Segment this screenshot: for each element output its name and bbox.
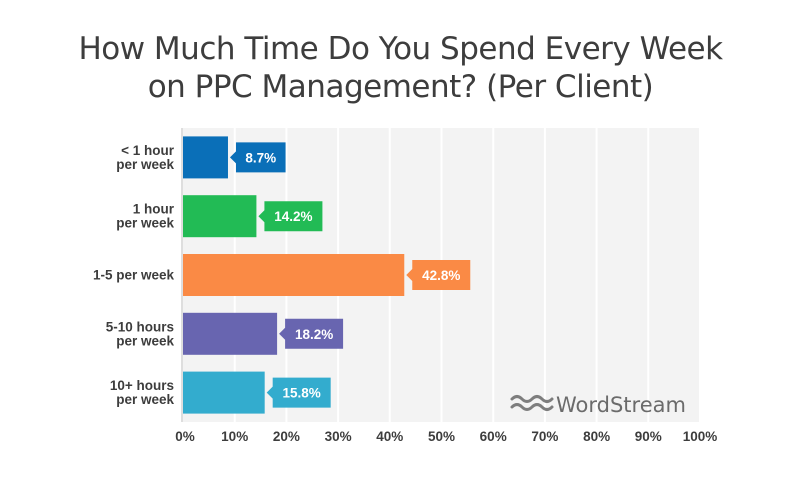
- bar: [183, 371, 265, 414]
- chart-title: How Much Time Do You Spend Every Week on…: [0, 30, 801, 106]
- data-label-callout: [279, 318, 344, 349]
- data-label-callout: [258, 201, 323, 232]
- chart-title-line-1: How Much Time Do You Spend Every Week: [78, 31, 723, 67]
- wordstream-logo: WordStream: [510, 393, 686, 417]
- x-tick-label: 0%: [175, 429, 195, 444]
- category-label: 10+ hours per week: [110, 378, 175, 407]
- category-labels: < 1 hour per week 1 hour per week 1-5 per we…: [93, 143, 175, 407]
- x-tick-label: 10%: [221, 429, 248, 444]
- bar: [183, 195, 257, 238]
- x-tick-label: 90%: [635, 429, 662, 444]
- category-label: 5-10 hours per week: [106, 319, 175, 348]
- data-label: 15.8%: [283, 386, 321, 401]
- x-tick-label: 80%: [583, 429, 610, 444]
- x-tick-label: 50%: [428, 429, 455, 444]
- bars: 8.7% 14.2% 42.8% 18.2% 15.8%: [183, 136, 471, 414]
- data-label-callout: [266, 377, 331, 408]
- data-label: 8.7%: [245, 150, 276, 165]
- category-label: 1 hour per week: [116, 202, 175, 231]
- x-tick-label: 20%: [273, 429, 300, 444]
- x-tick-label: 30%: [325, 429, 352, 444]
- data-label-callout: [229, 142, 286, 173]
- chart-title-line-2: on PPC Management? (Per Client): [147, 69, 654, 105]
- category-label: < 1 hour per week: [116, 143, 175, 172]
- logo-text: WordStream: [556, 393, 686, 417]
- category-label: 1-5 per week: [93, 268, 175, 283]
- bar: [183, 254, 405, 296]
- tick-labels: 0% 10% 20% 30% 40% 50% 60% 70% 80% 90% 100%: [175, 429, 717, 444]
- data-label-callout: [406, 260, 471, 290]
- x-tick-label: 70%: [531, 429, 558, 444]
- x-tick-label: 100%: [683, 429, 718, 444]
- wave-icon: [510, 395, 554, 411]
- bar: [183, 312, 278, 355]
- data-label: 42.8%: [422, 268, 460, 283]
- x-tick-label: 40%: [376, 429, 403, 444]
- data-label: 18.2%: [295, 327, 333, 342]
- bar: [183, 136, 228, 179]
- x-tick-label: 60%: [480, 429, 507, 444]
- data-label: 14.2%: [274, 209, 312, 224]
